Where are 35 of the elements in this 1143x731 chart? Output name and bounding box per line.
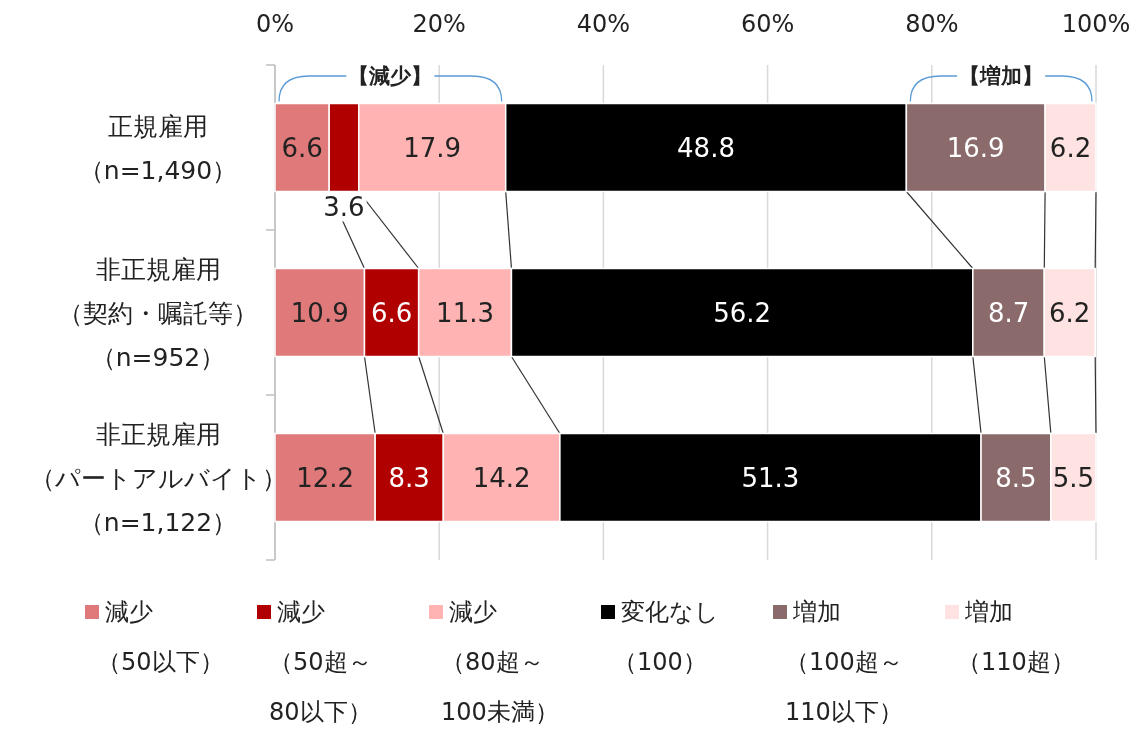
data-label: 10.9 (290, 297, 349, 328)
y-tick-label: 非正規雇用（契約・嘱託等）（n=952） (58, 254, 258, 372)
x-tick-label: 0% (255, 10, 295, 38)
data-label: 6.2 (1049, 132, 1092, 163)
legend-label: 減少（80超～100未満） (441, 598, 559, 726)
legend-label: 変化なし（100） (613, 598, 719, 676)
x-tick-label: 60% (740, 10, 795, 38)
data-label: 56.2 (713, 297, 772, 328)
y-tick-label: 非正規雇用（パートアルバイト）（n=1,122） (29, 419, 287, 537)
annotation: 【増加】 (959, 64, 1044, 88)
data-label: 17.9 (403, 132, 462, 163)
data-label: 16.9 (946, 132, 1005, 163)
data-label: 6.6 (281, 132, 323, 163)
data-label: 14.2 (472, 462, 531, 493)
y-tick-label: 正規雇用（n=1,490） (78, 111, 238, 185)
data-label: 11.3 (436, 297, 495, 328)
data-label: 51.3 (741, 462, 800, 493)
x-tick-label: 40% (576, 10, 631, 38)
data-label: 6.2 (1049, 297, 1091, 328)
data-label: 5.5 (1052, 462, 1095, 493)
x-tick-label: 20% (412, 10, 466, 38)
data-label: 3.6 (323, 191, 365, 222)
data-label: 48.8 (677, 132, 735, 163)
legend-label: 増加（110超） (957, 598, 1075, 676)
annotation: 【減少】 (348, 64, 433, 88)
data-label: 12.2 (296, 462, 355, 493)
legend-label: 減少（50以下） (97, 598, 224, 676)
data-label: 8.3 (388, 462, 430, 493)
data-label: 6.6 (370, 297, 413, 328)
data-label: 8.7 (987, 297, 1030, 328)
x-tick-label: 80% (905, 10, 959, 38)
legend-label: 減少（50超～80以下） (269, 598, 372, 726)
x-tick-label: 100% (1061, 10, 1131, 38)
data-label: 8.5 (995, 462, 1037, 493)
legend-label: 増加（100超～110以下） (785, 598, 903, 726)
